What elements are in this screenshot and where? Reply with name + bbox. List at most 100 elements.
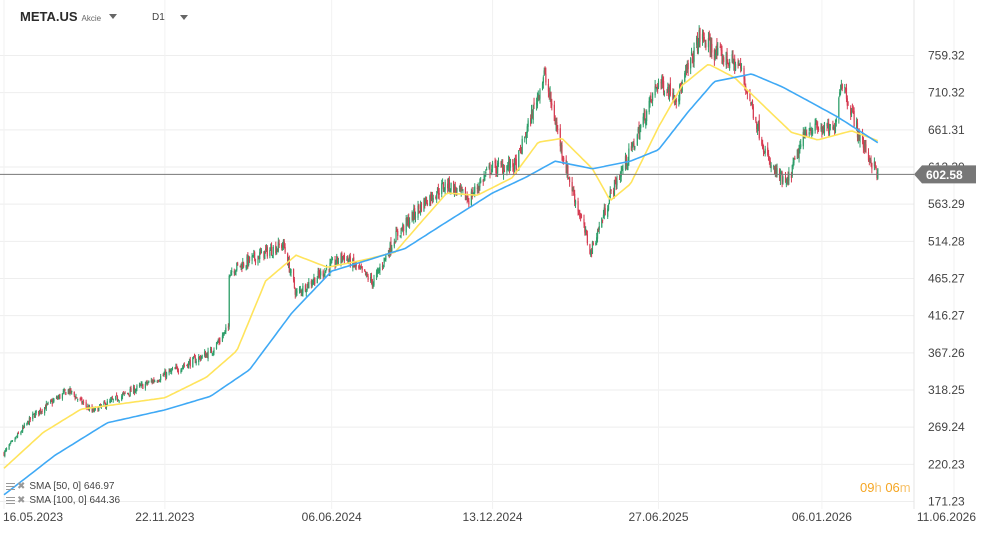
- candle-body: [110, 399, 112, 402]
- candle-body: [483, 175, 485, 181]
- candle-body: [402, 224, 404, 231]
- candle-body: [490, 173, 492, 175]
- candle-body: [812, 130, 814, 134]
- candle-body: [116, 395, 118, 396]
- candle-body: [405, 217, 407, 233]
- remove-indicator-icon[interactable]: ✖: [17, 495, 26, 506]
- candle-body: [486, 168, 488, 170]
- candle-body: [479, 181, 481, 188]
- candle-body: [697, 41, 699, 53]
- symbol-dropdown-icon[interactable]: [109, 14, 118, 19]
- candle-body: [805, 132, 807, 135]
- remove-indicator-icon[interactable]: ✖: [17, 481, 26, 492]
- candle-body: [33, 413, 35, 415]
- candle-body: [328, 268, 330, 273]
- candle-body: [727, 63, 729, 65]
- y-tick-label: 465.27: [928, 272, 965, 286]
- candle-body: [453, 185, 456, 194]
- candle-body: [530, 118, 532, 125]
- candle-body: [417, 205, 419, 218]
- candle-body: [520, 149, 522, 154]
- indicator-settings-icon[interactable]: [6, 496, 15, 505]
- candle-body: [488, 165, 490, 168]
- candle-body: [465, 197, 467, 200]
- candle-body: [20, 432, 22, 435]
- candle-body: [596, 230, 599, 239]
- candle-body: [153, 379, 155, 382]
- candle-body: [170, 370, 172, 372]
- candle-body: [406, 217, 408, 222]
- candle-body: [424, 199, 426, 206]
- candle-body: [585, 229, 587, 232]
- candle-body: [212, 352, 214, 354]
- candle-body: [372, 283, 374, 287]
- candle-body: [524, 137, 526, 139]
- candle-body: [217, 341, 219, 343]
- candle-body: [456, 188, 458, 192]
- candle-body: [437, 188, 439, 195]
- candle-body: [675, 99, 677, 103]
- candle-body: [745, 90, 748, 92]
- candle-body: [264, 250, 266, 259]
- candle-body: [717, 47, 719, 56]
- candle-body: [210, 348, 213, 354]
- candle-body: [620, 170, 622, 177]
- candle-body: [164, 371, 166, 376]
- candle-body: [56, 397, 58, 399]
- candle-body: [762, 148, 765, 152]
- candle-body: [666, 92, 668, 94]
- candle-body: [554, 119, 556, 125]
- indicator-settings-icon[interactable]: [6, 482, 15, 491]
- candle-body: [419, 204, 422, 212]
- candle-body: [790, 174, 793, 178]
- candle-body: [776, 168, 778, 174]
- symbol-label[interactable]: META.US: [20, 9, 78, 24]
- candle-body: [832, 126, 834, 129]
- candle-body: [218, 340, 220, 342]
- candle-body: [91, 406, 93, 412]
- candle-body: [663, 93, 666, 95]
- candle-body: [723, 57, 725, 63]
- candle-body: [298, 288, 301, 291]
- candle-body: [749, 91, 751, 101]
- candle-body: [198, 356, 201, 358]
- candle-body: [399, 235, 401, 237]
- candle-body: [502, 164, 504, 173]
- candle-body: [381, 266, 384, 268]
- candle-body: [64, 389, 66, 392]
- candle-body: [396, 230, 398, 233]
- candle-body: [561, 144, 563, 156]
- candle-body: [425, 197, 427, 205]
- candle-body: [177, 370, 180, 372]
- candle-body: [696, 37, 698, 45]
- candle-body: [38, 410, 41, 414]
- candle-body: [16, 436, 18, 438]
- candle-body: [536, 96, 539, 106]
- candle-body: [74, 396, 76, 399]
- candle-body: [375, 272, 378, 278]
- candle-body: [35, 410, 37, 414]
- candle-body: [527, 120, 529, 127]
- candle-body: [761, 139, 763, 145]
- candle-body: [301, 291, 303, 294]
- timeframe-dropdown-icon[interactable]: [180, 15, 188, 20]
- candle-body: [649, 96, 651, 103]
- candle-body: [204, 352, 206, 356]
- candle-body: [474, 186, 476, 193]
- candle-body: [662, 77, 664, 84]
- candle-body: [294, 289, 296, 295]
- y-tick-label: 171.23: [928, 495, 965, 509]
- candle-body: [138, 384, 141, 386]
- candle-body: [710, 43, 712, 53]
- candle-body: [642, 116, 644, 125]
- timeframe-label[interactable]: D1: [152, 12, 165, 23]
- candle-body: [545, 73, 547, 83]
- candle-body: [5, 449, 7, 451]
- candle-body: [312, 281, 314, 283]
- candle-body: [806, 134, 808, 136]
- candle-body: [707, 38, 710, 48]
- candle-body: [785, 182, 787, 185]
- candle-body: [577, 200, 579, 212]
- candle-body: [27, 421, 30, 425]
